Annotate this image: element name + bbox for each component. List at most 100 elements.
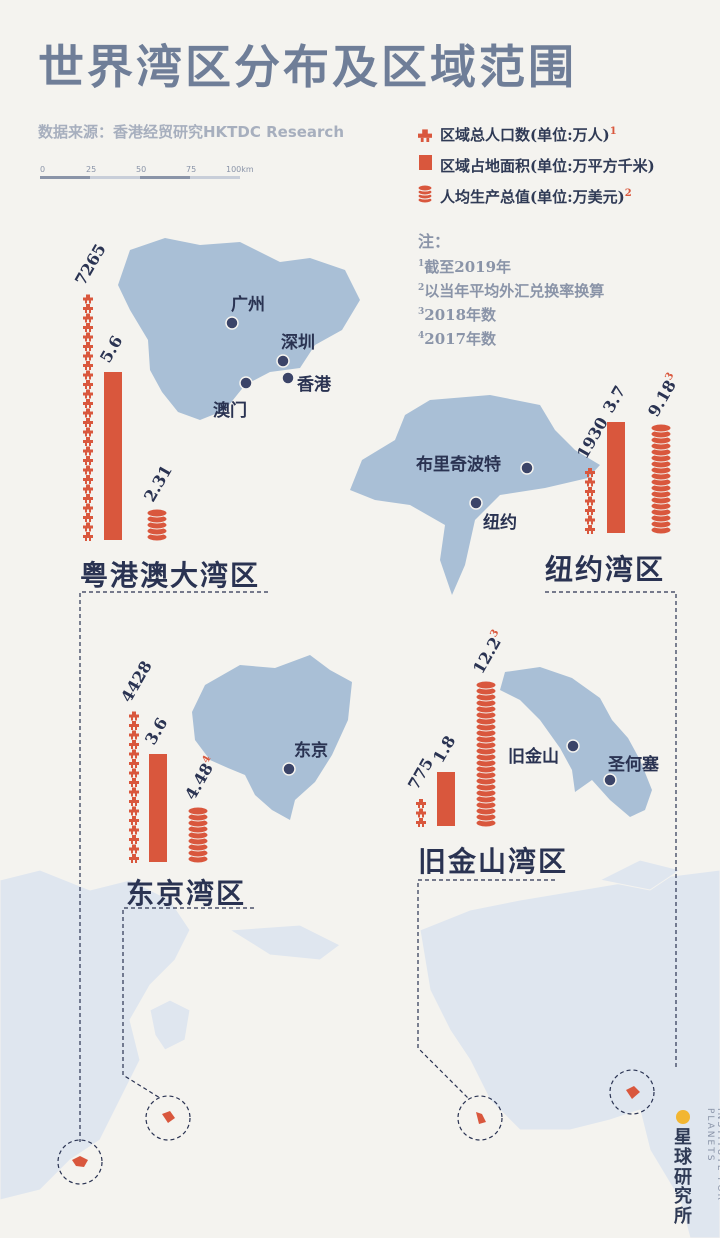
scale-label: 75 [186,165,196,174]
population-mark [83,437,93,446]
note-item: 42017年数 [418,330,497,348]
region-name-gba: 粤港澳大湾区 [80,559,261,592]
city-dot-guangzhou [225,316,239,330]
population-mark [129,844,139,854]
gdp-coin [650,423,672,433]
region-name-tokyo: 东京湾区 [126,877,247,910]
population-mark [129,778,139,787]
population-mark [83,475,93,484]
area-bar [437,772,455,826]
region-name-ny: 纽约湾区 [545,553,666,586]
gdp-coin [475,680,497,690]
population-mark [83,427,93,437]
city-label-hongkong: 香港 [297,375,331,395]
population-mark [416,799,426,808]
city-dots [225,316,617,787]
legend-gdp: 人均生产总值(单位:万美元)2 [440,188,632,206]
logo-dot-icon [676,1110,690,1124]
population-mark [83,332,93,342]
population-label: 775 [404,755,437,793]
area-label: 3.6 [141,714,171,748]
population-mark [83,399,93,408]
population-mark [129,740,139,749]
population-mark [129,825,139,835]
population-mark [129,787,139,797]
scale-label: 25 [86,165,96,174]
person-icon [418,129,432,142]
city-dot-hongkong [281,371,295,385]
scale-bar: 0 25 50 75 100km [40,165,254,179]
population-mark [129,730,139,740]
population-mark [416,818,426,827]
population-mark [83,361,93,370]
leader-lines [79,591,677,1142]
population-mark [129,711,139,721]
scale-label: 50 [136,165,146,174]
population-mark [83,304,93,313]
population-mark [129,806,139,816]
world-map [0,859,720,1238]
population-mark [83,513,93,522]
population-label: 4428 [117,657,156,705]
population-mark [83,389,93,399]
area-bar [104,372,122,540]
note-item: 32018年数 [418,306,497,324]
city-label-tokyo: 东京 [294,741,328,761]
city-label-bridgeport: 布里奇波特 [416,455,501,475]
population-mark [129,816,139,825]
page-title: 世界湾区分布及区域范围 [38,40,577,94]
population-mark [585,477,595,487]
city-label-shenzhen: 深圳 [281,333,315,353]
city-label-newyork: 纽约 [483,513,517,533]
city-dot-sf [566,739,580,753]
city-dot-shenzhen [276,354,290,368]
city-label-sanjose: 圣何塞 [608,755,659,775]
tokyo-map [192,655,352,820]
population-mark [83,446,93,456]
area-bar [607,422,625,533]
population-mark [83,418,93,427]
population-mark [83,313,93,323]
population-mark [83,494,93,503]
population-mark [585,496,595,506]
population-mark [83,408,93,418]
ny-map [350,395,600,595]
gdp-coin [146,508,168,518]
population-mark [129,854,139,863]
scale-label: 100km [226,165,254,174]
gdp-label: 9.183 [644,371,683,420]
city-label-macau: 澳门 [213,401,247,421]
population-mark [83,380,93,389]
city-dot-sanjose [603,773,617,787]
population-mark [83,294,93,304]
gdp-coin [187,806,209,816]
population-mark [83,323,93,332]
population-mark [129,835,139,844]
population-mark [83,503,93,513]
population-mark [129,797,139,806]
population-mark [585,487,595,496]
population-mark [83,465,93,475]
notes-title: 注： [418,232,451,251]
gdp-label: 12.23 [469,628,508,677]
population-label: 7265 [71,240,110,288]
population-label: 1930 [573,414,612,462]
area-label: 1.8 [429,732,459,766]
population-mark [585,506,595,515]
gdp-label: 2.31 [140,462,176,505]
location-circles [57,1069,655,1185]
source-text: 数据来源：香港经贸研究HKTDC Research [38,123,345,141]
coin-stack-icon [417,184,433,204]
population-mark [585,525,595,534]
population-mark [83,532,93,541]
population-mark [83,456,93,465]
population-mark [83,522,93,532]
population-mark [83,351,93,361]
gba-map [118,238,360,420]
city-dot-newyork [469,496,483,510]
scale-label: 0 [40,165,45,174]
city-dot-tokyo [282,762,296,776]
population-mark [416,808,426,818]
